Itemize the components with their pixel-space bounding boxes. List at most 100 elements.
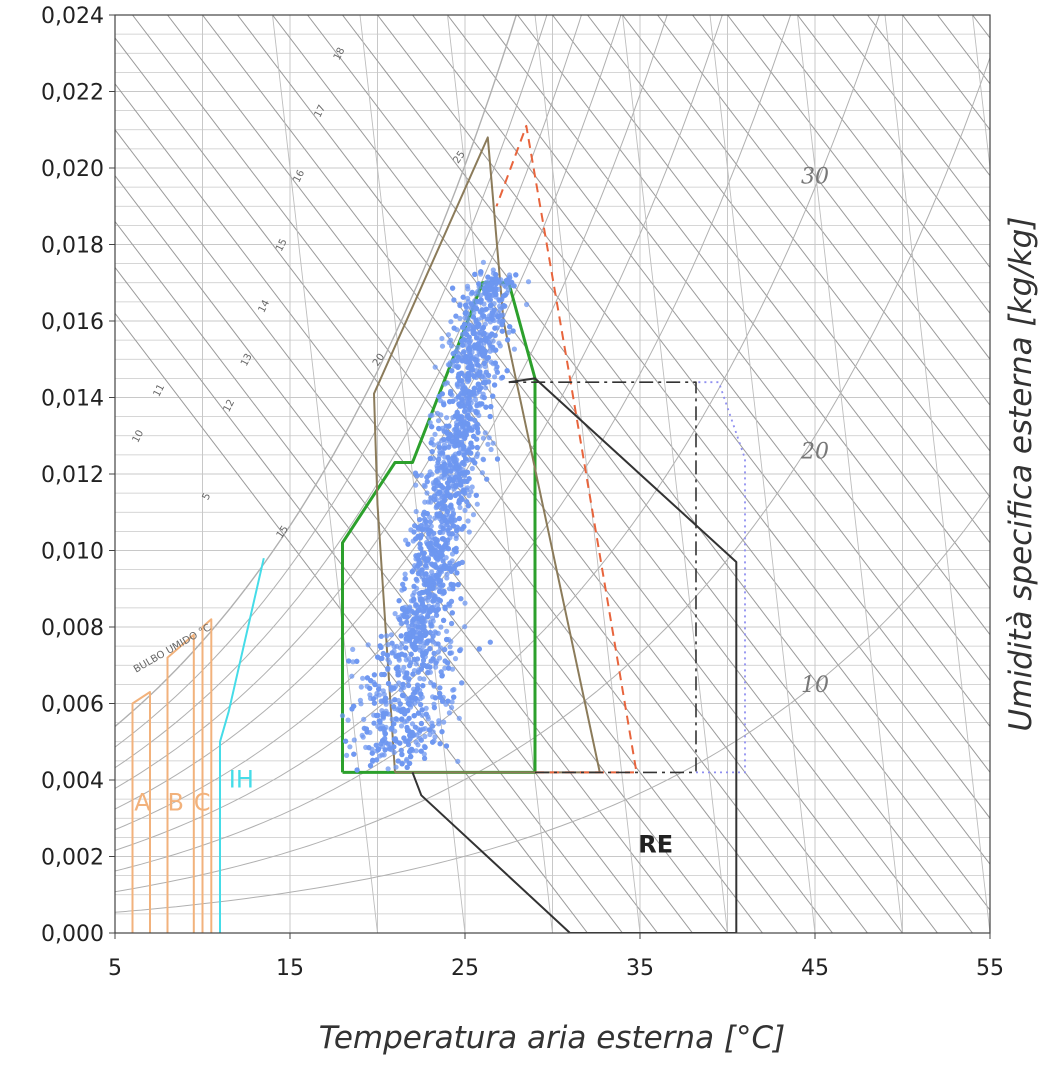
scatter-point xyxy=(496,314,501,319)
scatter-point xyxy=(401,735,406,740)
scatter-point xyxy=(462,436,467,441)
scatter-point xyxy=(465,470,470,475)
scatter-point xyxy=(510,328,515,333)
x-tick-label: 25 xyxy=(451,956,479,981)
scatter-point xyxy=(433,660,438,665)
scatter-point xyxy=(445,380,450,385)
scatter-point xyxy=(436,718,441,723)
scatter-point xyxy=(439,673,444,678)
scatter-point xyxy=(361,717,366,722)
scatter-point xyxy=(431,656,436,661)
scatter-point xyxy=(383,696,388,701)
scatter-point xyxy=(437,655,442,660)
scatter-point xyxy=(489,331,494,336)
scatter-point xyxy=(416,624,421,629)
y-axis-title: Umidità specifica esterna [kg/kg] xyxy=(1003,217,1039,732)
wet-bulb-tick-label: 16 xyxy=(292,168,308,184)
scatter-point xyxy=(484,370,489,375)
scatter-point xyxy=(452,457,457,462)
scatter-point xyxy=(421,676,426,681)
wet-bulb-line xyxy=(1043,15,1056,933)
scatter-point xyxy=(468,441,473,446)
scatter-point xyxy=(382,672,387,677)
scatter-point xyxy=(465,286,470,291)
scatter-point xyxy=(376,746,381,751)
scatter-point xyxy=(392,697,397,702)
scatter-point xyxy=(420,683,425,688)
scatter-point xyxy=(442,590,447,595)
scatter-point xyxy=(409,695,414,700)
scatter-point xyxy=(453,314,458,319)
scatter-point xyxy=(405,708,410,713)
scatter-point xyxy=(436,641,441,646)
scatter-point xyxy=(411,597,416,602)
scatter-point xyxy=(450,286,455,291)
scatter-point xyxy=(432,432,437,437)
scatter-point xyxy=(386,681,391,686)
scatter-point xyxy=(383,747,388,752)
zone-ih-outline xyxy=(220,558,264,933)
scatter-point xyxy=(417,631,422,636)
scatter-point xyxy=(423,632,428,637)
scatter-point xyxy=(471,434,476,439)
scatter-point xyxy=(438,568,443,573)
scatter-point xyxy=(403,607,408,612)
scatter-point xyxy=(349,674,354,679)
scatter-point xyxy=(462,624,467,629)
scatter-point xyxy=(427,646,432,651)
scatter-point xyxy=(426,473,431,478)
scatter-point xyxy=(485,442,490,447)
scatter-point xyxy=(462,479,467,484)
scatter-point xyxy=(452,326,457,331)
scatter-point xyxy=(428,456,433,461)
scatter-point xyxy=(429,546,434,551)
scatter-point xyxy=(472,374,477,379)
scatter-point xyxy=(429,440,434,445)
scatter-point xyxy=(451,523,456,528)
scatter-point xyxy=(436,556,441,561)
scatter-point xyxy=(450,688,455,693)
scatter-point xyxy=(449,705,454,710)
scatter-point xyxy=(419,597,424,602)
scatter-point xyxy=(465,449,470,454)
scatter-point xyxy=(471,331,476,336)
scatter-point xyxy=(448,391,453,396)
scatter-point xyxy=(442,446,447,451)
scatter-point xyxy=(461,295,466,300)
y-tick-label: 0,018 xyxy=(41,234,104,259)
scatter-point xyxy=(379,634,384,639)
scatter-point xyxy=(477,330,482,335)
scatter-point xyxy=(474,306,479,311)
scatter-point xyxy=(467,476,472,481)
scatter-point xyxy=(438,625,443,630)
scatter-point xyxy=(445,528,450,533)
scatter-point xyxy=(418,692,423,697)
scatter-point xyxy=(490,317,495,322)
scatter-point xyxy=(400,761,405,766)
scatter-point xyxy=(448,644,453,649)
scatter-point xyxy=(443,468,448,473)
scatter-point xyxy=(501,303,506,308)
scatter-point xyxy=(423,745,428,750)
scatter-point xyxy=(456,500,461,505)
scatter-point xyxy=(344,753,349,758)
scatter-point xyxy=(433,573,438,578)
scatter-point xyxy=(415,616,420,621)
scatter-point xyxy=(462,419,467,424)
scatter-point xyxy=(456,443,461,448)
scatter-point xyxy=(461,524,466,529)
scatter-point xyxy=(427,727,432,732)
scatter-point xyxy=(434,511,439,516)
scatter-point xyxy=(358,698,363,703)
scatter-point xyxy=(432,562,437,567)
scatter-point xyxy=(481,380,486,385)
scatter-point xyxy=(397,598,402,603)
scatter-point xyxy=(425,614,430,619)
scatter-point xyxy=(377,720,382,725)
scatter-point xyxy=(433,695,438,700)
scatter-point xyxy=(346,658,351,663)
y-tick-label: 0,016 xyxy=(41,310,104,335)
y-tick-label: 0,020 xyxy=(41,157,104,182)
zone-b-outline xyxy=(168,635,194,933)
